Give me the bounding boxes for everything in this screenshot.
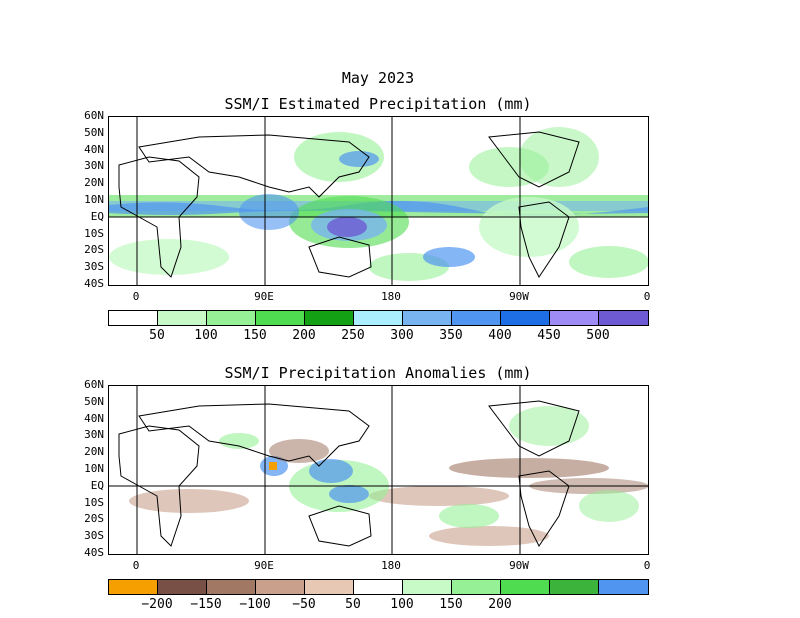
colorbar-label: −150 — [190, 597, 222, 612]
lat-label: 30S — [84, 529, 104, 543]
lat-label: 50N — [84, 394, 104, 408]
colorbar-swatch — [158, 311, 207, 325]
lat-label: 40N — [84, 142, 104, 156]
colorbar-swatch — [403, 311, 452, 325]
panel1-lon-label: 180 — [381, 290, 401, 303]
lat-label: 50N — [84, 125, 104, 139]
colorbar-swatch — [158, 580, 207, 594]
colorbar-label: 300 — [390, 328, 414, 343]
lat-label: 30N — [84, 159, 104, 173]
lat-label: EQ — [90, 478, 104, 492]
colorbar-swatch — [599, 580, 648, 594]
lat-label: 20S — [84, 512, 104, 526]
colorbar-label: 250 — [341, 328, 365, 343]
lat-label: 10N — [84, 193, 104, 206]
lat-label: 20N — [84, 176, 104, 190]
colorbar-label: 400 — [488, 328, 512, 343]
panel1-lon-label: 0 — [643, 290, 651, 303]
panel2-lon-label: 0 — [132, 559, 140, 572]
colorbar-swatch — [550, 311, 599, 325]
colorbar-label: 50 — [149, 328, 165, 343]
colorbar-swatch — [354, 311, 403, 325]
lat-label: 10S — [84, 495, 104, 509]
panel1-lon-label: 0 — [132, 290, 140, 303]
colorbar-swatch — [109, 580, 158, 594]
page-title: May 2023 — [341, 69, 415, 87]
colorbar-label: −100 — [239, 597, 271, 612]
lat-label: EQ — [90, 209, 104, 223]
lat-label: 60N — [84, 378, 104, 391]
colorbar-swatch — [403, 580, 452, 594]
colorbar-swatch — [501, 311, 550, 325]
panel2-lon-label: 90W — [509, 559, 529, 572]
colorbar-label: 100 — [390, 597, 414, 612]
colorbar-label: 350 — [439, 328, 463, 343]
colorbar-swatch — [452, 311, 501, 325]
colorbar-label: 450 — [537, 328, 561, 343]
colorbar-swatch — [501, 580, 550, 594]
precipitation-colorbar — [108, 310, 649, 326]
lat-label: 40S — [84, 546, 104, 559]
anomaly-map-svg — [109, 386, 648, 554]
colorbar-swatch — [305, 580, 354, 594]
panel2-title: SSM/I Precipitation Anomalies (mm) — [224, 364, 532, 382]
colorbar-swatch — [599, 311, 648, 325]
precipitation-map — [108, 116, 649, 286]
precip-field — [109, 127, 648, 281]
colorbar-label: −50 — [292, 597, 316, 612]
colorbar-label: 150 — [243, 328, 267, 343]
panel2-lon-label: 180 — [381, 559, 401, 572]
anomaly-map — [108, 385, 649, 555]
panel2-lon-label: 90E — [254, 559, 274, 572]
colorbar-label: 150 — [439, 597, 463, 612]
colorbar-swatch — [207, 580, 256, 594]
lat-label: 30S — [84, 260, 104, 274]
colorbar-label: 100 — [194, 328, 218, 343]
lat-label: 10S — [84, 226, 104, 240]
lat-label: 40N — [84, 411, 104, 425]
colorbar-swatch — [550, 580, 599, 594]
colorbar-label: −200 — [141, 597, 173, 612]
colorbar-swatch — [305, 311, 354, 325]
lat-label: 30N — [84, 428, 104, 442]
colorbar-label: 500 — [586, 328, 610, 343]
graticule — [109, 117, 648, 285]
lat-label: 20S — [84, 243, 104, 257]
coastlines — [118, 131, 580, 278]
lat-label: 60N — [84, 109, 104, 122]
coastlines — [118, 400, 580, 547]
anomaly-field — [129, 406, 648, 546]
colorbar-label: 200 — [292, 328, 316, 343]
panel1-lon-label: 90W — [509, 290, 529, 303]
colorbar-label: 50 — [345, 597, 361, 612]
panel2-lon-label: 0 — [643, 559, 651, 572]
colorbar-swatch — [256, 311, 305, 325]
colorbar-swatch — [109, 311, 158, 325]
colorbar-label: 200 — [488, 597, 512, 612]
precipitation-map-svg — [109, 117, 648, 285]
colorbar-swatch — [354, 580, 403, 594]
lat-label: 40S — [84, 277, 104, 290]
lat-label: 10N — [84, 462, 104, 475]
panel1-lon-label: 90E — [254, 290, 274, 303]
anomaly-colorbar — [108, 579, 649, 595]
lat-label: 20N — [84, 445, 104, 459]
panel1-title: SSM/I Estimated Precipitation (mm) — [224, 95, 532, 113]
colorbar-swatch — [207, 311, 256, 325]
colorbar-swatch — [256, 580, 305, 594]
graticule — [109, 386, 648, 554]
colorbar-swatch — [452, 580, 501, 594]
